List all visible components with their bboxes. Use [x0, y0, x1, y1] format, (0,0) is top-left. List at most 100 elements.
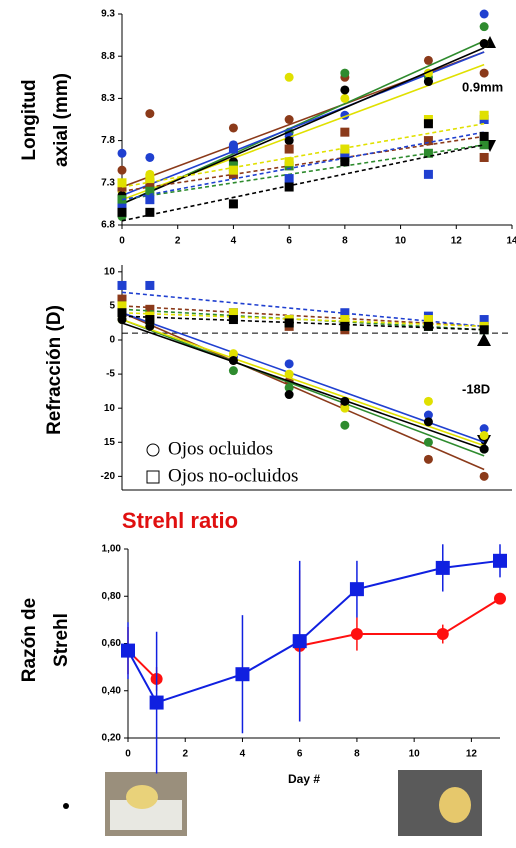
data-point [340, 127, 350, 137]
data-point [145, 152, 155, 162]
y-tick-label: 0,20 [102, 733, 122, 744]
data-point [479, 110, 489, 120]
data-point [479, 152, 489, 162]
data-point [145, 195, 155, 205]
data-point [228, 366, 238, 376]
x-tick-label: 10 [409, 749, 421, 760]
x-tick-label: 10 [395, 236, 407, 247]
data-point [479, 315, 489, 325]
data-point [494, 592, 506, 605]
y-axis-label: axial (mm) [51, 73, 72, 167]
data-point [340, 93, 350, 103]
y-tick-label: 8.3 [101, 93, 115, 104]
x-tick-label: 0 [119, 236, 125, 247]
data-point [228, 123, 238, 133]
data-point [479, 39, 489, 49]
y-tick-label: -20 [101, 471, 116, 482]
x-tick-label: 2 [182, 749, 188, 760]
data-point [423, 55, 433, 65]
y-tick-label: 7.8 [101, 135, 115, 146]
y-tick-label: 5 [109, 301, 115, 312]
data-point [436, 628, 449, 641]
data-point [117, 294, 127, 304]
fit-line [121, 135, 485, 193]
data-point [145, 304, 155, 314]
data-point [340, 403, 350, 413]
data-point [340, 315, 350, 325]
data-point [435, 560, 450, 575]
data-point [145, 207, 155, 217]
data-point [340, 321, 350, 331]
y-tick-label: 8.8 [101, 51, 115, 62]
x-tick-label: 4 [231, 236, 237, 247]
data-point [145, 109, 155, 119]
data-point [145, 280, 155, 290]
y-tick-label: 0,80 [102, 591, 122, 602]
data-point [423, 396, 433, 406]
data-point [423, 321, 433, 331]
y-axis-label: Strehl [51, 613, 72, 667]
x-tick-label: 4 [240, 749, 246, 760]
annotation: -18D [462, 381, 490, 396]
data-point [145, 186, 155, 196]
data-point [117, 165, 127, 175]
fit-line [121, 131, 485, 201]
data-point [284, 383, 294, 393]
data-point [340, 420, 350, 430]
data-point [117, 178, 127, 188]
data-point [145, 315, 155, 325]
data-point [284, 369, 294, 379]
data-point [149, 695, 164, 710]
y-tick-label: 10 [104, 266, 116, 277]
data-point [349, 582, 364, 597]
data-point [145, 174, 155, 184]
legend-symbol [146, 470, 160, 484]
data-point [284, 318, 294, 328]
y-tick-label: 0 [109, 335, 115, 346]
fit-line [121, 51, 485, 197]
y-tick-label: 0,60 [102, 638, 122, 649]
data-point [493, 553, 507, 568]
data-point [479, 22, 489, 32]
bullet [63, 803, 69, 809]
fit-line [121, 311, 485, 328]
data-point [228, 165, 238, 175]
data-point [228, 308, 238, 318]
data-point [423, 148, 433, 158]
data-point [423, 437, 433, 447]
photo-chick [126, 785, 158, 809]
data-point [284, 359, 294, 369]
x-tick-label: 14 [506, 236, 516, 247]
data-point [292, 634, 307, 649]
data-point [423, 454, 433, 464]
y-tick-label: -5 [106, 369, 115, 380]
data-point [284, 115, 294, 124]
data-point [423, 169, 433, 179]
data-point [117, 148, 127, 158]
y-tick-label: 0,40 [102, 685, 122, 696]
fit-line [121, 144, 485, 201]
fit-line [121, 144, 485, 222]
y-axis-label: Refracción (D) [44, 305, 65, 435]
data-point [423, 315, 433, 325]
x-tick-label: 6 [286, 236, 292, 247]
fit-line [121, 308, 485, 331]
data-point [350, 628, 363, 641]
x-tick-label: 8 [342, 236, 348, 247]
data-point [228, 199, 238, 209]
fit-line [121, 315, 485, 331]
fit-line [121, 322, 485, 450]
data-point [479, 325, 489, 335]
x-tick-label: 2 [175, 236, 181, 247]
data-point [479, 9, 489, 19]
data-point [479, 471, 489, 481]
x-tick-label: 12 [466, 749, 478, 760]
annotation: 0.9mm [462, 79, 503, 94]
data-point [423, 417, 433, 427]
data-point [228, 355, 238, 365]
photo-chick [439, 787, 471, 823]
legend-label: Ojos ocluidos [168, 438, 273, 459]
data-point [284, 72, 294, 82]
y-axis-label: Razón de [19, 598, 40, 682]
